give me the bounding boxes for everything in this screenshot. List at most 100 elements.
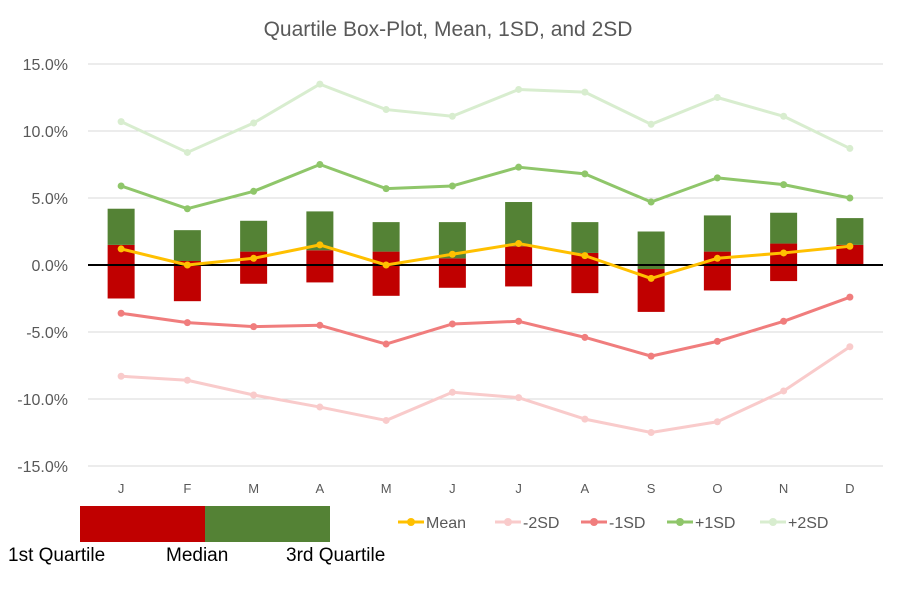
box-lower bbox=[836, 244, 864, 265]
box-upper bbox=[107, 208, 135, 245]
series-line bbox=[120, 295, 851, 358]
y-tick-label: -10.0% bbox=[17, 392, 68, 409]
series-point bbox=[250, 391, 258, 399]
box-lower bbox=[505, 246, 533, 287]
box-upper bbox=[571, 222, 599, 253]
series-point bbox=[183, 148, 191, 156]
box-upper bbox=[173, 230, 201, 261]
series-point bbox=[846, 242, 854, 250]
series-point bbox=[448, 182, 456, 190]
series-point bbox=[515, 317, 523, 325]
series-point bbox=[117, 309, 125, 317]
series-point bbox=[250, 119, 258, 127]
legend-label-minus-2sd: -2SD bbox=[523, 515, 559, 532]
series-point bbox=[581, 170, 589, 178]
quartile-key-upper-swatch bbox=[205, 506, 330, 542]
series-point bbox=[581, 333, 589, 341]
y-tick-label: 10.0% bbox=[23, 124, 68, 141]
quartile-key-third-label: 3rd Quartile bbox=[286, 545, 385, 566]
box-upper bbox=[770, 212, 798, 244]
series-line bbox=[120, 242, 851, 280]
x-tick-label: J bbox=[515, 481, 522, 496]
series-line bbox=[120, 163, 851, 211]
quartile-boxes bbox=[107, 202, 864, 312]
box-upper bbox=[703, 215, 731, 252]
box-upper bbox=[372, 222, 400, 252]
series-point bbox=[250, 254, 258, 262]
quartile-key: 1st Quartile Median 3rd Quartile bbox=[8, 506, 385, 566]
series-point bbox=[515, 394, 523, 402]
series-point bbox=[448, 250, 456, 258]
series-point bbox=[647, 429, 655, 436]
series-point bbox=[846, 293, 854, 301]
series-point bbox=[846, 343, 854, 351]
y-tick-label: -5.0% bbox=[26, 325, 68, 342]
box-upper bbox=[836, 218, 864, 245]
series-point bbox=[713, 337, 721, 345]
series-point bbox=[316, 403, 324, 411]
y-axis-ticks: 15.0% 10.0% 5.0% 0.0% -5.0% -10.0% -15.0… bbox=[17, 57, 68, 476]
series-point bbox=[647, 198, 655, 206]
x-axis-ticks: J F M A M J J A S O N D bbox=[118, 481, 855, 496]
series-point bbox=[780, 317, 788, 325]
series-point bbox=[117, 372, 125, 380]
x-tick-label: M bbox=[381, 481, 392, 496]
series-point bbox=[780, 112, 788, 120]
x-tick-label: J bbox=[118, 481, 125, 496]
series-point bbox=[780, 181, 788, 189]
series-point bbox=[448, 320, 456, 328]
legend-label-plus-1sd: +1SD bbox=[695, 515, 735, 532]
y-tick-label: 15.0% bbox=[23, 57, 68, 74]
series-point bbox=[382, 261, 390, 269]
box-lower bbox=[107, 244, 135, 299]
legend-label-minus-1sd: -1SD bbox=[609, 515, 645, 532]
y-tick-label: 5.0% bbox=[32, 191, 68, 208]
series-point bbox=[382, 340, 390, 348]
series-point bbox=[780, 387, 788, 395]
series-point bbox=[581, 252, 589, 260]
series-point bbox=[250, 187, 258, 195]
legend-swatch-marker bbox=[676, 518, 684, 526]
x-tick-label: N bbox=[779, 481, 788, 496]
box-lower bbox=[372, 251, 400, 296]
series-line bbox=[120, 82, 851, 154]
x-tick-label: A bbox=[581, 481, 590, 496]
series-point bbox=[581, 415, 589, 423]
series-point bbox=[183, 261, 191, 269]
y-tick-label: -15.0% bbox=[17, 459, 68, 476]
legend-label-plus-2sd: +2SD bbox=[788, 515, 828, 532]
series-point bbox=[647, 274, 655, 282]
series-point bbox=[713, 94, 721, 101]
x-tick-label: D bbox=[845, 481, 854, 496]
series-point bbox=[117, 118, 125, 126]
series-point bbox=[316, 161, 324, 168]
series-point bbox=[183, 319, 191, 327]
series-lines bbox=[117, 80, 854, 436]
series-point bbox=[183, 376, 191, 384]
series-point bbox=[382, 106, 390, 114]
series-point bbox=[647, 352, 655, 360]
quartile-key-median-label: Median bbox=[166, 545, 228, 566]
series-point bbox=[515, 85, 523, 93]
series-point bbox=[713, 174, 721, 182]
gridlines bbox=[88, 63, 883, 467]
series-point bbox=[117, 245, 125, 253]
series-point bbox=[382, 416, 390, 424]
series-point bbox=[448, 112, 456, 120]
series-point bbox=[647, 120, 655, 128]
legend-swatch-marker bbox=[590, 518, 598, 526]
x-tick-label: A bbox=[316, 481, 325, 496]
legend-swatch-marker bbox=[407, 518, 415, 526]
series-point bbox=[780, 249, 788, 257]
legend: Mean -2SD -1SD +1SD +2SD bbox=[398, 515, 828, 532]
series-point bbox=[515, 163, 523, 171]
box-upper bbox=[637, 231, 665, 270]
box-lower bbox=[770, 243, 798, 282]
legend-swatch-marker bbox=[769, 518, 777, 526]
legend-label-mean: Mean bbox=[426, 515, 466, 532]
x-tick-label: O bbox=[712, 481, 722, 496]
x-tick-label: S bbox=[647, 481, 656, 496]
y-tick-label: 0.0% bbox=[32, 258, 68, 275]
series-point bbox=[183, 205, 191, 213]
